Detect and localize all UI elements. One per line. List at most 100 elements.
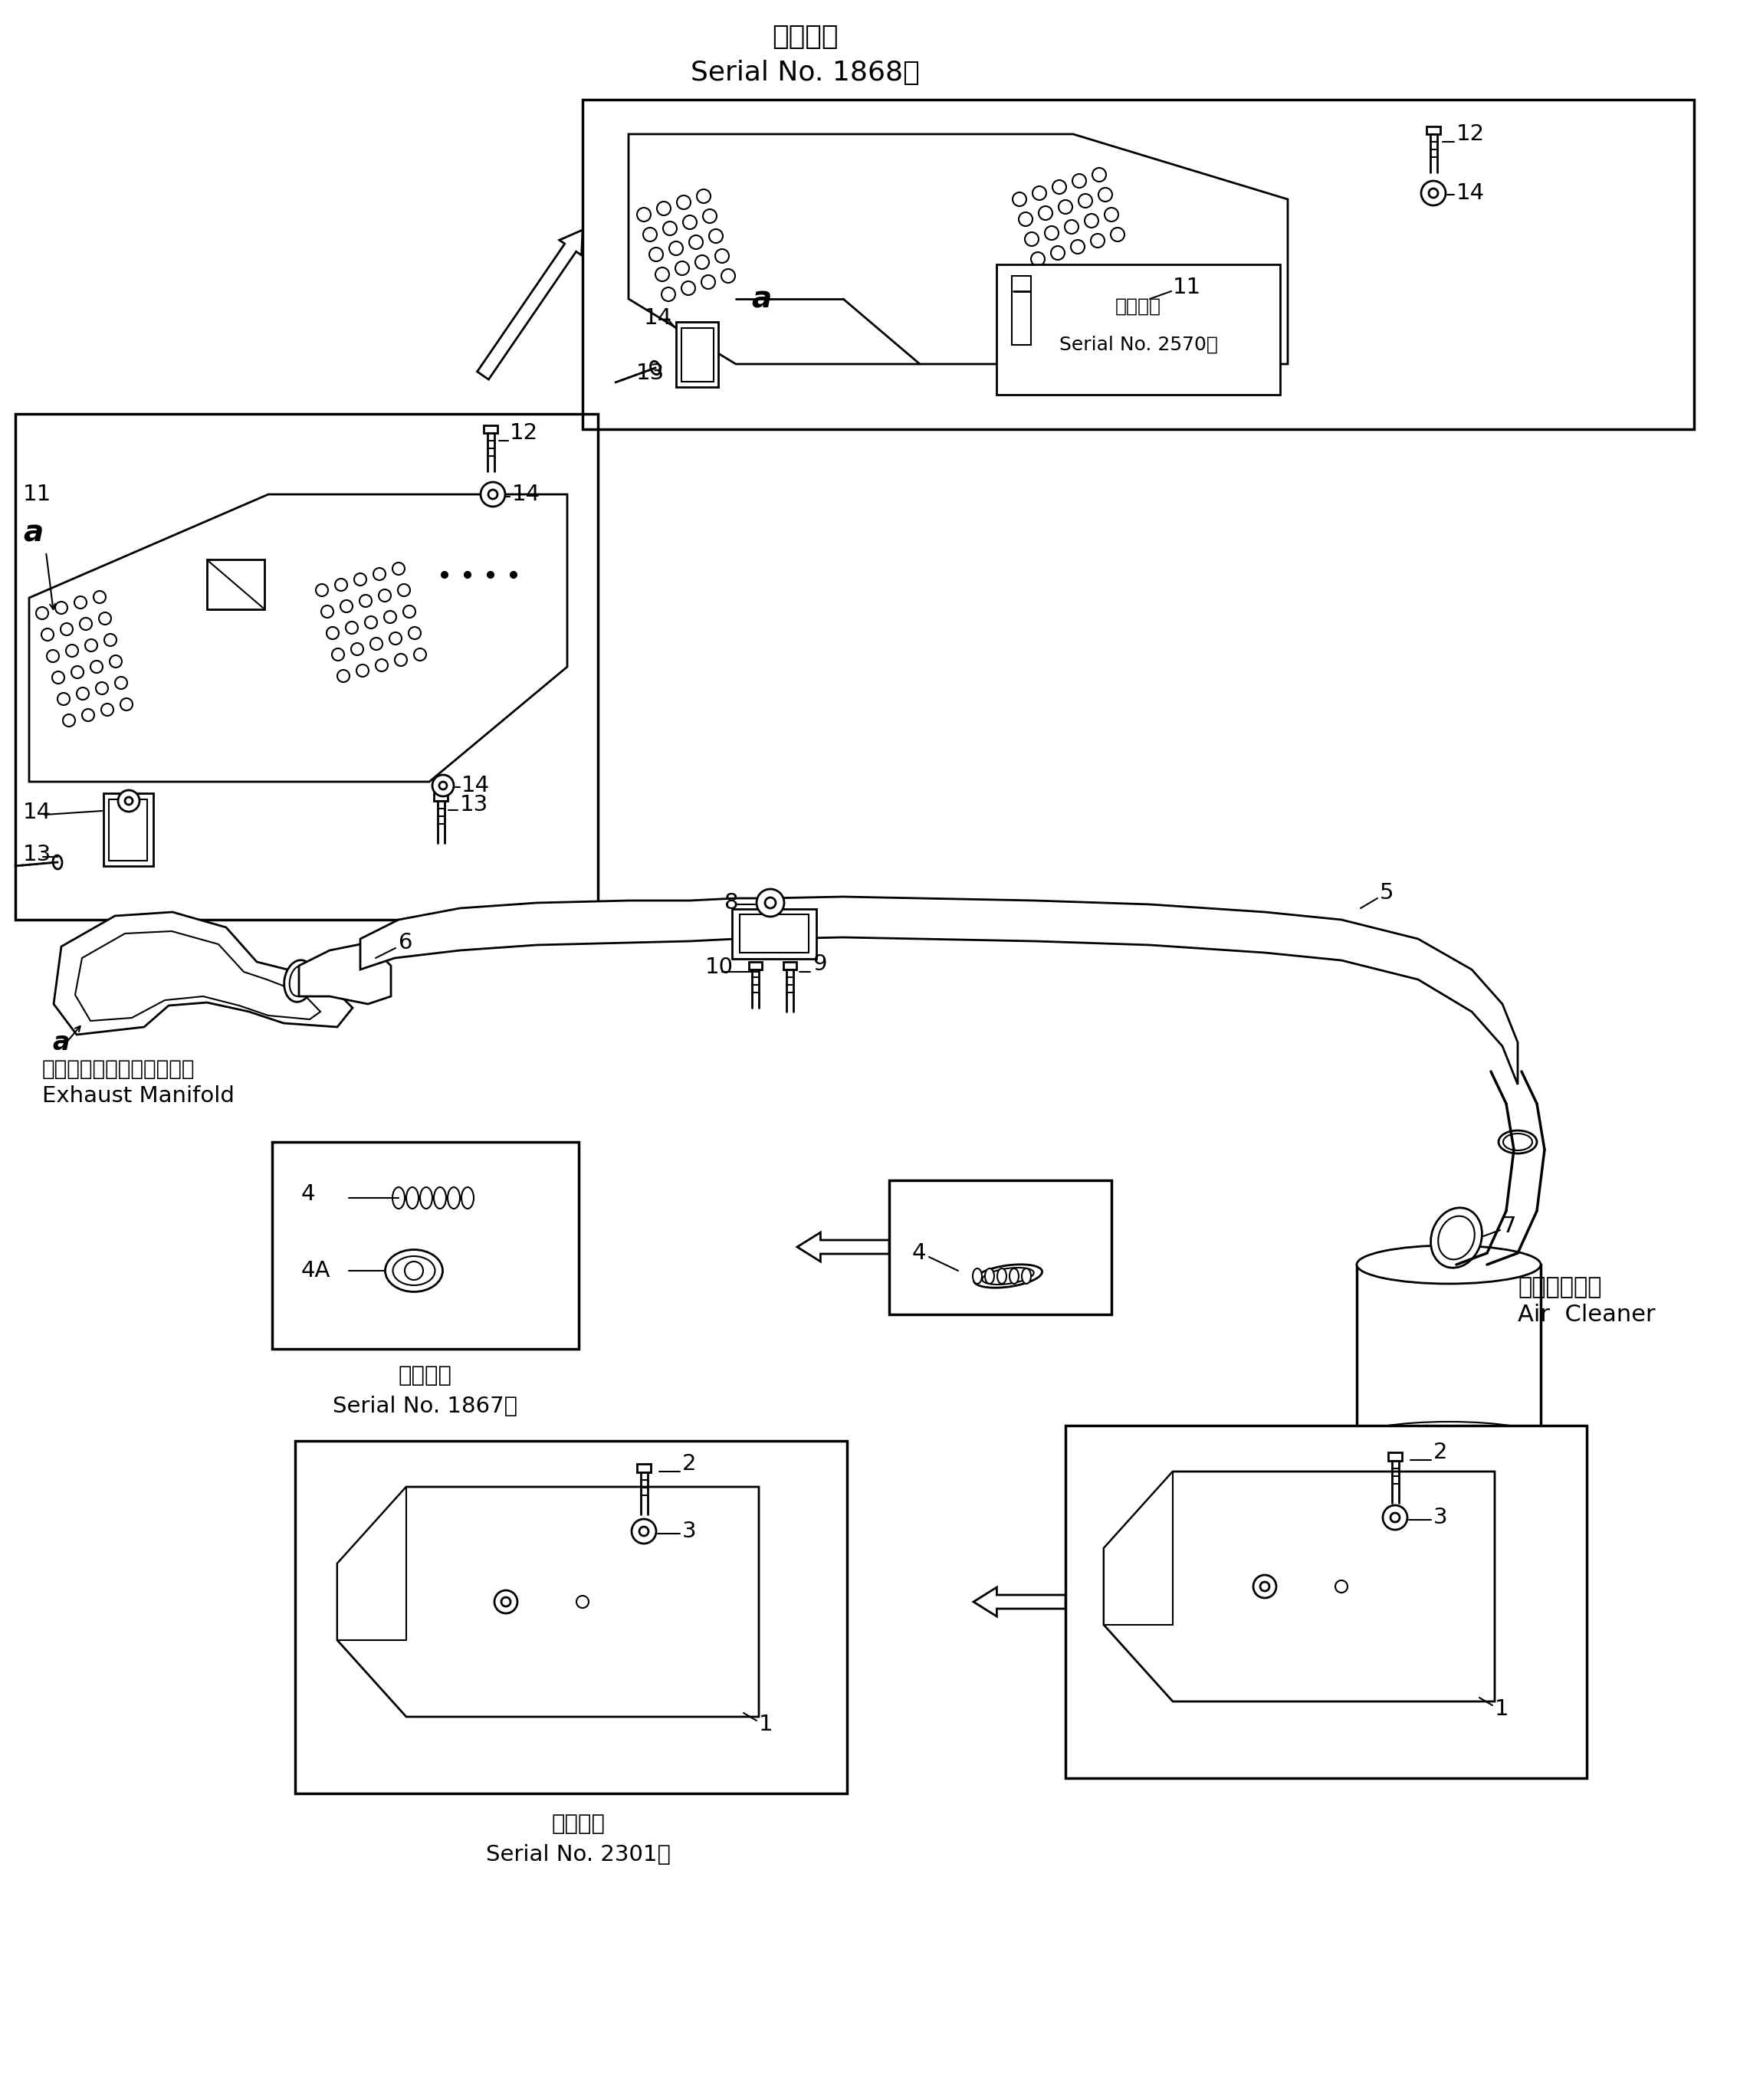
Circle shape — [374, 567, 386, 580]
Text: 14: 14 — [23, 802, 52, 823]
Ellipse shape — [461, 1186, 473, 1210]
Circle shape — [1053, 181, 1067, 193]
Ellipse shape — [284, 960, 313, 1002]
Circle shape — [487, 571, 494, 578]
Circle shape — [696, 256, 708, 269]
Text: 10: 10 — [705, 956, 734, 979]
Bar — [682, 328, 713, 382]
Circle shape — [1253, 1575, 1275, 1598]
Circle shape — [365, 615, 378, 628]
Circle shape — [1335, 1581, 1347, 1592]
Circle shape — [57, 693, 70, 706]
Text: 11: 11 — [1173, 277, 1201, 298]
Circle shape — [66, 645, 78, 657]
Text: Serial No. 2301～: Serial No. 2301～ — [487, 1844, 672, 1865]
Circle shape — [393, 563, 405, 575]
Ellipse shape — [973, 1268, 981, 1283]
Circle shape — [494, 1590, 517, 1613]
Ellipse shape — [974, 1264, 1042, 1287]
Circle shape — [1018, 212, 1032, 227]
Text: 4: 4 — [301, 1184, 315, 1205]
Circle shape — [120, 697, 132, 710]
Circle shape — [42, 628, 54, 640]
Circle shape — [355, 573, 367, 586]
Ellipse shape — [1021, 1268, 1032, 1283]
Circle shape — [379, 590, 392, 601]
Circle shape — [405, 1262, 423, 1279]
Polygon shape — [1103, 1472, 1173, 1625]
Circle shape — [1091, 233, 1105, 248]
Circle shape — [104, 634, 117, 647]
Text: 9: 9 — [813, 953, 826, 974]
Circle shape — [722, 269, 734, 284]
Ellipse shape — [985, 1268, 994, 1283]
Polygon shape — [973, 1588, 1065, 1617]
Bar — [637, 1464, 651, 1472]
Text: 14: 14 — [461, 775, 491, 796]
Text: エキゾーストマニホールド: エキゾーストマニホールド — [42, 1058, 195, 1079]
Circle shape — [404, 605, 416, 617]
Polygon shape — [299, 943, 392, 1004]
Polygon shape — [338, 1487, 405, 1640]
Bar — [433, 794, 447, 800]
Circle shape — [689, 235, 703, 250]
Circle shape — [661, 288, 675, 300]
Ellipse shape — [433, 1186, 445, 1210]
Circle shape — [438, 781, 447, 790]
Circle shape — [37, 607, 49, 619]
Bar — [733, 909, 816, 960]
Bar — [583, 99, 1695, 428]
Circle shape — [47, 649, 59, 662]
Text: 4: 4 — [912, 1243, 926, 1264]
Text: 適用号機: 適用号機 — [552, 1814, 606, 1835]
Circle shape — [658, 202, 670, 216]
Text: a: a — [752, 284, 771, 313]
Polygon shape — [477, 229, 583, 380]
Circle shape — [1084, 214, 1098, 227]
Circle shape — [390, 632, 402, 645]
Circle shape — [701, 275, 715, 290]
Ellipse shape — [52, 855, 63, 869]
Polygon shape — [75, 930, 320, 1021]
Circle shape — [1390, 1512, 1399, 1522]
Bar — [783, 962, 795, 970]
Ellipse shape — [651, 361, 659, 374]
Circle shape — [71, 666, 84, 678]
Circle shape — [94, 590, 106, 603]
Circle shape — [82, 710, 94, 720]
Text: Exhaust Manifold: Exhaust Manifold — [42, 1086, 235, 1107]
Circle shape — [346, 622, 358, 634]
Circle shape — [670, 242, 684, 256]
Circle shape — [56, 601, 68, 613]
Circle shape — [501, 1598, 510, 1606]
Text: 13: 13 — [459, 794, 489, 815]
Circle shape — [1383, 1506, 1408, 1529]
Circle shape — [357, 664, 369, 676]
Text: 適用号機: 適用号機 — [1115, 298, 1161, 315]
Bar — [1065, 1426, 1587, 1779]
Circle shape — [118, 790, 139, 811]
Polygon shape — [54, 911, 353, 1035]
Bar — [103, 794, 153, 865]
Circle shape — [315, 584, 329, 596]
Circle shape — [371, 638, 383, 649]
Bar — [1389, 1453, 1402, 1462]
Text: 2: 2 — [682, 1453, 696, 1474]
Ellipse shape — [1357, 1245, 1540, 1283]
Circle shape — [677, 195, 691, 210]
Text: Serial No. 2570～: Serial No. 2570～ — [1060, 336, 1218, 355]
Text: 14: 14 — [1456, 183, 1484, 204]
Circle shape — [376, 659, 388, 672]
Circle shape — [96, 682, 108, 695]
Circle shape — [360, 594, 372, 607]
Circle shape — [80, 617, 92, 630]
Circle shape — [327, 628, 339, 638]
Circle shape — [1032, 187, 1046, 200]
Circle shape — [90, 662, 103, 672]
Circle shape — [576, 1596, 588, 1609]
Circle shape — [684, 216, 696, 229]
Ellipse shape — [385, 1250, 442, 1291]
Bar — [1357, 1264, 1540, 1609]
Text: 適用号機: 適用号機 — [398, 1365, 452, 1386]
Circle shape — [61, 624, 73, 636]
